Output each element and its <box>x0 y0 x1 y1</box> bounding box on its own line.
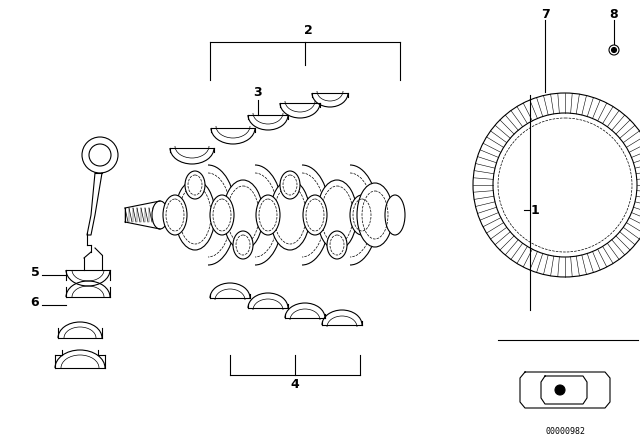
Ellipse shape <box>152 201 168 229</box>
Ellipse shape <box>233 231 253 259</box>
Text: 2: 2 <box>303 23 312 36</box>
Circle shape <box>555 385 565 395</box>
Text: 6: 6 <box>31 297 39 310</box>
Ellipse shape <box>185 171 205 199</box>
Text: 5: 5 <box>31 267 40 280</box>
Ellipse shape <box>270 180 310 250</box>
Ellipse shape <box>317 180 357 250</box>
Text: 00000982: 00000982 <box>545 427 585 436</box>
Text: 4: 4 <box>291 379 300 392</box>
Text: 1: 1 <box>531 203 540 216</box>
Ellipse shape <box>223 180 263 250</box>
Ellipse shape <box>357 183 393 247</box>
Ellipse shape <box>350 195 374 235</box>
Circle shape <box>611 47 616 52</box>
Ellipse shape <box>175 180 215 250</box>
Text: 7: 7 <box>541 8 549 21</box>
Ellipse shape <box>163 195 187 235</box>
Text: 8: 8 <box>610 8 618 21</box>
Ellipse shape <box>385 195 405 235</box>
Ellipse shape <box>210 195 234 235</box>
Text: 3: 3 <box>253 86 262 99</box>
Ellipse shape <box>256 195 280 235</box>
Ellipse shape <box>303 195 327 235</box>
Ellipse shape <box>280 171 300 199</box>
Ellipse shape <box>327 231 347 259</box>
